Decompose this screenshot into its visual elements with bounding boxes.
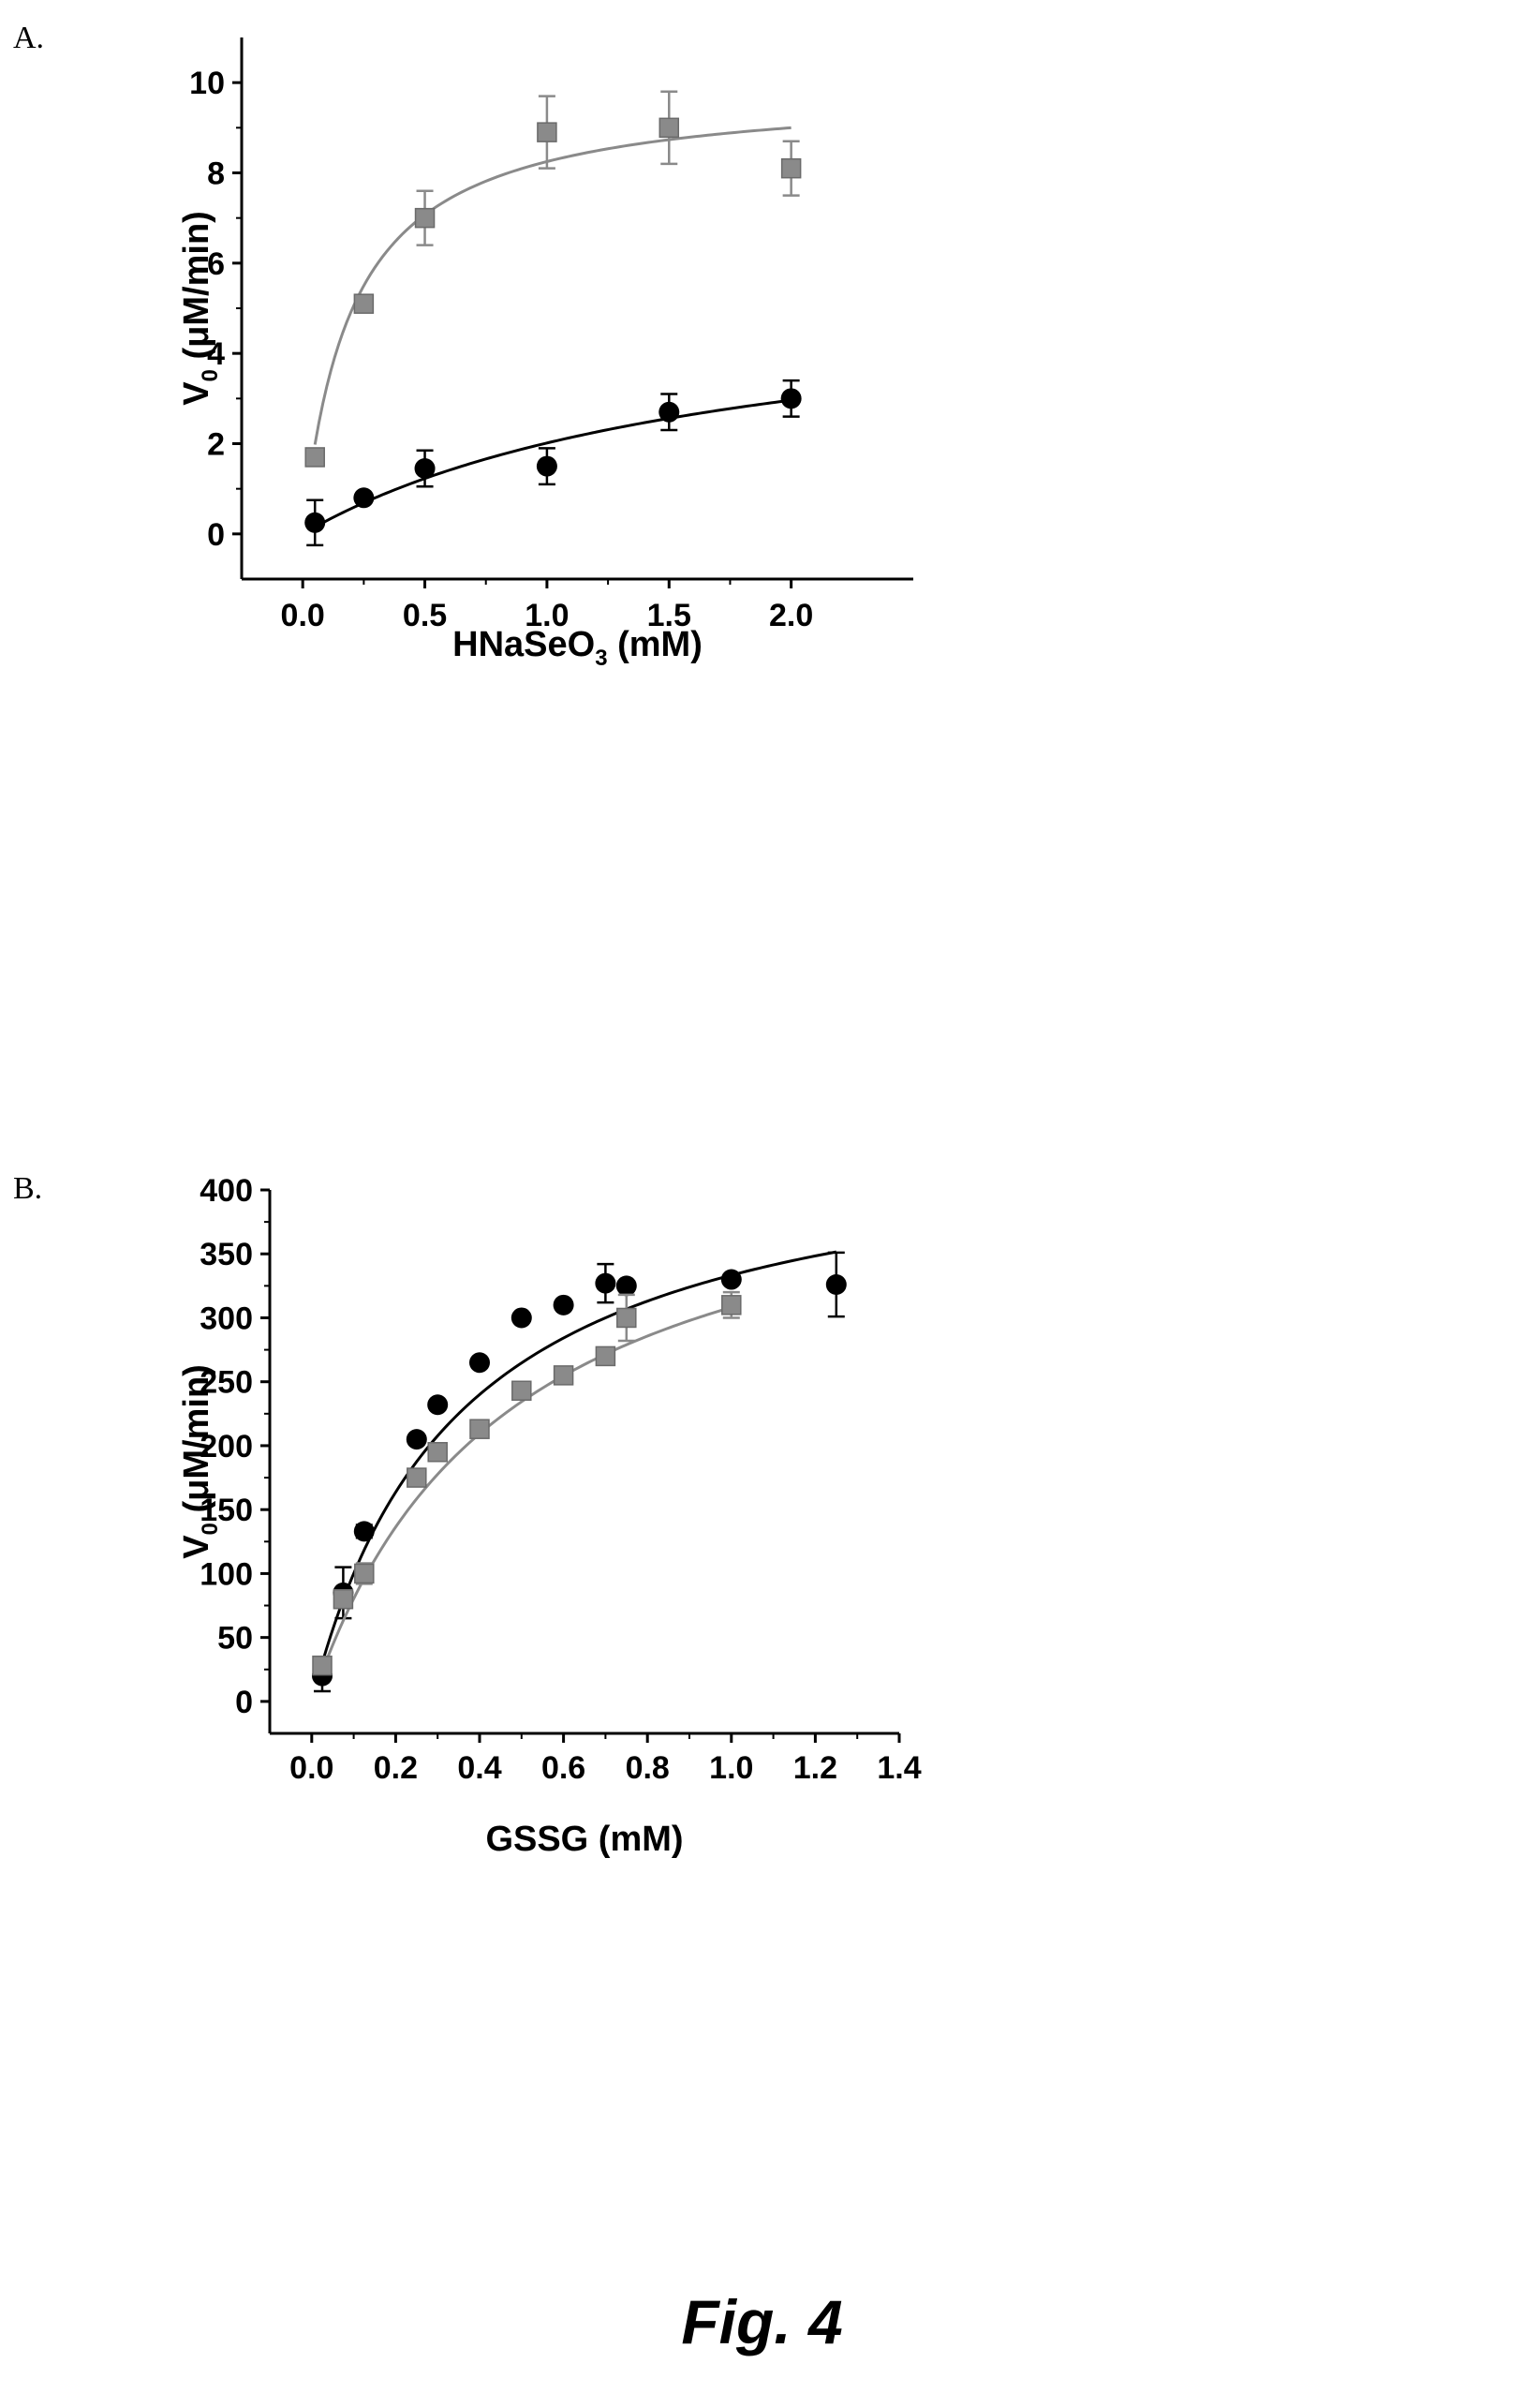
chart-b: 0 50 100 150 200 250 300 350 400 0.0 0.2 0.4 0.6 0.8 1… xyxy=(177,1173,922,1859)
data-point-circle xyxy=(469,1352,490,1374)
data-point-circle xyxy=(536,455,557,477)
y-tick-label: 0 xyxy=(235,1685,253,1720)
x-tick-label: 0.8 xyxy=(626,1750,670,1786)
data-point-square xyxy=(511,1380,532,1402)
data-point-square xyxy=(595,1345,616,1367)
data-point-square xyxy=(407,1467,427,1488)
x-tick-label: 0.0 xyxy=(289,1750,333,1786)
data-point-circle xyxy=(780,388,802,409)
x-tick-label: 0.5 xyxy=(403,598,447,633)
y-tick-label: 4 xyxy=(207,336,225,372)
y-axis-title: V0 (μM/min) xyxy=(177,1364,223,1559)
y-tick-label: 150 xyxy=(200,1493,253,1528)
y-tick-label: 8 xyxy=(207,156,225,192)
panel-a-label: A. xyxy=(13,21,45,55)
data-point-circle xyxy=(353,1521,375,1542)
y-tick-label: 10 xyxy=(189,66,225,101)
data-point-circle xyxy=(615,1275,637,1297)
data-point-circle xyxy=(553,1294,574,1315)
x-tick-label: 0.0 xyxy=(281,598,325,633)
y-tick-label: 100 xyxy=(200,1556,253,1592)
x-tick-label: 1.0 xyxy=(525,598,569,633)
y-tick-label: 2 xyxy=(207,427,225,463)
fit-curve-1 xyxy=(313,126,792,445)
panel-b-label: B. xyxy=(13,1171,43,1206)
data-point-circle xyxy=(595,1272,616,1294)
data-point-square xyxy=(427,1442,448,1463)
fit-curve-2 xyxy=(314,398,792,528)
chart-a: 0 2 4 6 8 10 0.0 0.5 1.0 1.5 2.0 HNaSeO3 (mM) V0 (μM… xyxy=(177,37,913,671)
data-point-square xyxy=(353,293,375,314)
y-tick-label: 50 xyxy=(217,1621,253,1657)
data-point-square xyxy=(658,117,680,139)
data-point-square xyxy=(312,1655,333,1676)
data-point-circle xyxy=(406,1429,427,1450)
data-point-square xyxy=(304,447,325,468)
data-point-circle xyxy=(658,401,680,423)
x-axis-title: GSSG (mM) xyxy=(485,1820,683,1859)
y-tick-label: 400 xyxy=(200,1173,253,1209)
data-point-square xyxy=(780,157,802,179)
data-point-square xyxy=(553,1365,574,1386)
data-point-circle xyxy=(720,1269,742,1290)
figure-caption: Fig. 4 xyxy=(681,2287,843,2356)
data-point-circle xyxy=(510,1307,532,1329)
x-tick-label: 1.0 xyxy=(709,1750,753,1786)
x-tick-label: 0.4 xyxy=(457,1750,501,1786)
x-tick-label: 1.5 xyxy=(647,598,691,633)
data-point-circle xyxy=(825,1273,847,1295)
data-point-square xyxy=(469,1419,490,1439)
data-point-square xyxy=(616,1307,637,1329)
x-tick-label: 0.6 xyxy=(541,1750,585,1786)
data-point-circle xyxy=(414,457,436,479)
x-tick-label: 2.0 xyxy=(769,598,813,633)
fit-curve-1 xyxy=(320,1250,837,1664)
fit-curve-2 xyxy=(320,1305,732,1672)
data-point-square xyxy=(333,1588,354,1610)
x-tick-label: 1.4 xyxy=(877,1750,921,1786)
data-point-square xyxy=(354,1563,375,1584)
data-point-circle xyxy=(304,512,326,533)
y-tick-label: 250 xyxy=(200,1365,253,1401)
data-point-circle xyxy=(427,1394,449,1416)
data-point-square xyxy=(721,1295,742,1315)
y-tick-label: 0 xyxy=(207,517,225,553)
data-point-square xyxy=(537,122,557,142)
data-point-circle xyxy=(353,487,375,509)
x-tick-label: 1.2 xyxy=(793,1750,837,1786)
data-point-square xyxy=(414,207,436,229)
y-tick-label: 6 xyxy=(207,246,225,282)
y-tick-label: 300 xyxy=(200,1301,253,1336)
y-axis-title: V0 (μM/min) xyxy=(177,211,223,406)
y-tick-label: 200 xyxy=(200,1429,253,1464)
x-axis-title: HNaSeO3 (mM) xyxy=(452,625,703,671)
x-tick-label: 0.2 xyxy=(374,1750,418,1786)
y-tick-label: 350 xyxy=(200,1237,253,1272)
